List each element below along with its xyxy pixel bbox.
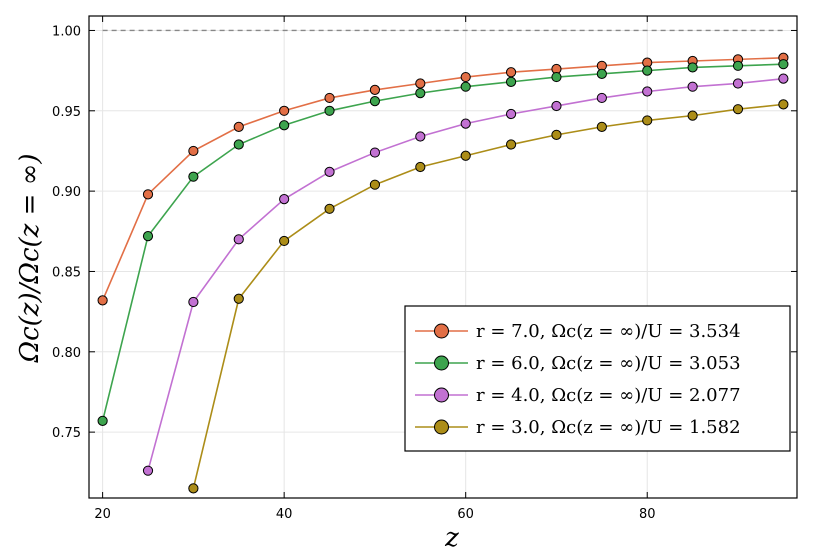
data-point	[505, 108, 517, 120]
legend-entry: r = 3.0, Ωc(z = ∞)/U = 1.582	[415, 417, 741, 438]
data-point	[732, 78, 744, 89]
y-tick-label: 0.85	[52, 265, 81, 280]
y-tick-label: 0.75	[52, 426, 81, 441]
data-point	[415, 131, 426, 142]
data-point	[369, 147, 381, 158]
data-point	[778, 59, 789, 70]
legend-label: r = 6.0, Ωc(z = ∞)/U = 3.053	[476, 353, 741, 374]
data-point	[324, 105, 335, 116]
y-tick-label: 0.90	[52, 185, 81, 200]
data-point	[642, 65, 653, 76]
legend-box	[404, 305, 791, 452]
data-point	[687, 110, 698, 121]
data-point	[415, 161, 426, 173]
legend-marker	[434, 355, 449, 371]
data-point	[142, 465, 154, 476]
data-point	[642, 86, 653, 97]
data-point	[732, 60, 744, 71]
data-point	[324, 203, 335, 214]
legend-marker	[434, 323, 449, 339]
data-point	[460, 118, 471, 129]
y-tick-label: 1.00	[52, 24, 81, 39]
data-point	[324, 92, 335, 104]
x-axis-ticks: 20 40 60 80	[94, 16, 656, 522]
data-point	[233, 121, 244, 132]
data-point	[188, 296, 199, 308]
series-line	[101, 63, 784, 422]
legend-marker	[434, 387, 449, 403]
x-tick-label: 40	[276, 507, 293, 522]
data-point	[460, 71, 471, 83]
data-point	[369, 96, 381, 107]
legend-label: r = 4.0, Ωc(z = ∞)/U = 2.077	[476, 385, 741, 406]
data-point	[778, 99, 789, 110]
data-point	[551, 71, 562, 83]
legend-entry: r = 4.0, Ωc(z = ∞)/U = 2.077	[415, 385, 741, 406]
legend: r = 7.0, Ωc(z = ∞)/U = 3.534 r = 6.0, Ωc(…	[404, 305, 791, 452]
data-point	[142, 189, 154, 200]
data-point	[596, 121, 607, 132]
data-point	[142, 231, 154, 242]
x-axis-label: z	[444, 523, 459, 553]
data-point	[732, 104, 744, 115]
series-group	[97, 52, 789, 494]
data-point	[596, 92, 607, 104]
data-point	[279, 120, 290, 131]
y-tick-label: 0.95	[52, 105, 81, 120]
data-point	[415, 88, 426, 99]
series-2	[142, 73, 789, 476]
data-point	[596, 68, 607, 79]
series-1	[97, 59, 789, 426]
data-point	[369, 84, 381, 96]
y-axis-label: Ωc(z)/Ωc(z = ∞)	[15, 154, 45, 364]
data-point	[551, 100, 562, 112]
data-point	[233, 293, 244, 304]
legend-label: r = 7.0, Ωc(z = ∞)/U = 3.534	[476, 321, 741, 342]
data-point	[778, 73, 789, 84]
data-point	[505, 139, 517, 150]
y-tick-label: 0.80	[52, 346, 81, 361]
data-point	[97, 295, 108, 306]
data-point	[97, 415, 108, 426]
series-line	[101, 56, 784, 301]
data-point	[279, 105, 290, 116]
data-point	[505, 76, 517, 87]
data-point	[233, 234, 244, 245]
data-point	[460, 81, 471, 92]
legend-entry: r = 7.0, Ωc(z = ∞)/U = 3.534	[415, 321, 741, 342]
data-point	[369, 179, 381, 190]
x-tick-label: 20	[94, 507, 111, 522]
data-point	[687, 62, 698, 73]
x-tick-label: 80	[639, 507, 656, 522]
x-tick-label: 60	[457, 507, 474, 522]
data-point	[188, 171, 199, 182]
data-point	[415, 78, 426, 89]
legend-entry: r = 6.0, Ωc(z = ∞)/U = 3.053	[415, 353, 741, 374]
data-point	[687, 81, 698, 92]
legend-label: r = 3.0, Ωc(z = ∞)/U = 1.582	[476, 417, 741, 438]
series-line	[192, 103, 784, 489]
y-axis-ticks: 0.75 0.80 0.85 0.90 0.95 1.00	[52, 24, 797, 441]
data-point	[279, 194, 290, 205]
data-point	[279, 235, 290, 247]
data-point	[188, 145, 199, 157]
data-point	[505, 67, 517, 78]
legend-marker	[434, 419, 449, 435]
data-point	[324, 166, 335, 177]
data-point	[460, 150, 471, 161]
data-point	[188, 483, 199, 494]
data-point	[551, 129, 562, 140]
data-point	[233, 139, 244, 150]
series-0	[97, 52, 789, 306]
series-3	[188, 99, 789, 494]
data-point	[642, 115, 653, 126]
plot-frame	[88, 15, 798, 499]
